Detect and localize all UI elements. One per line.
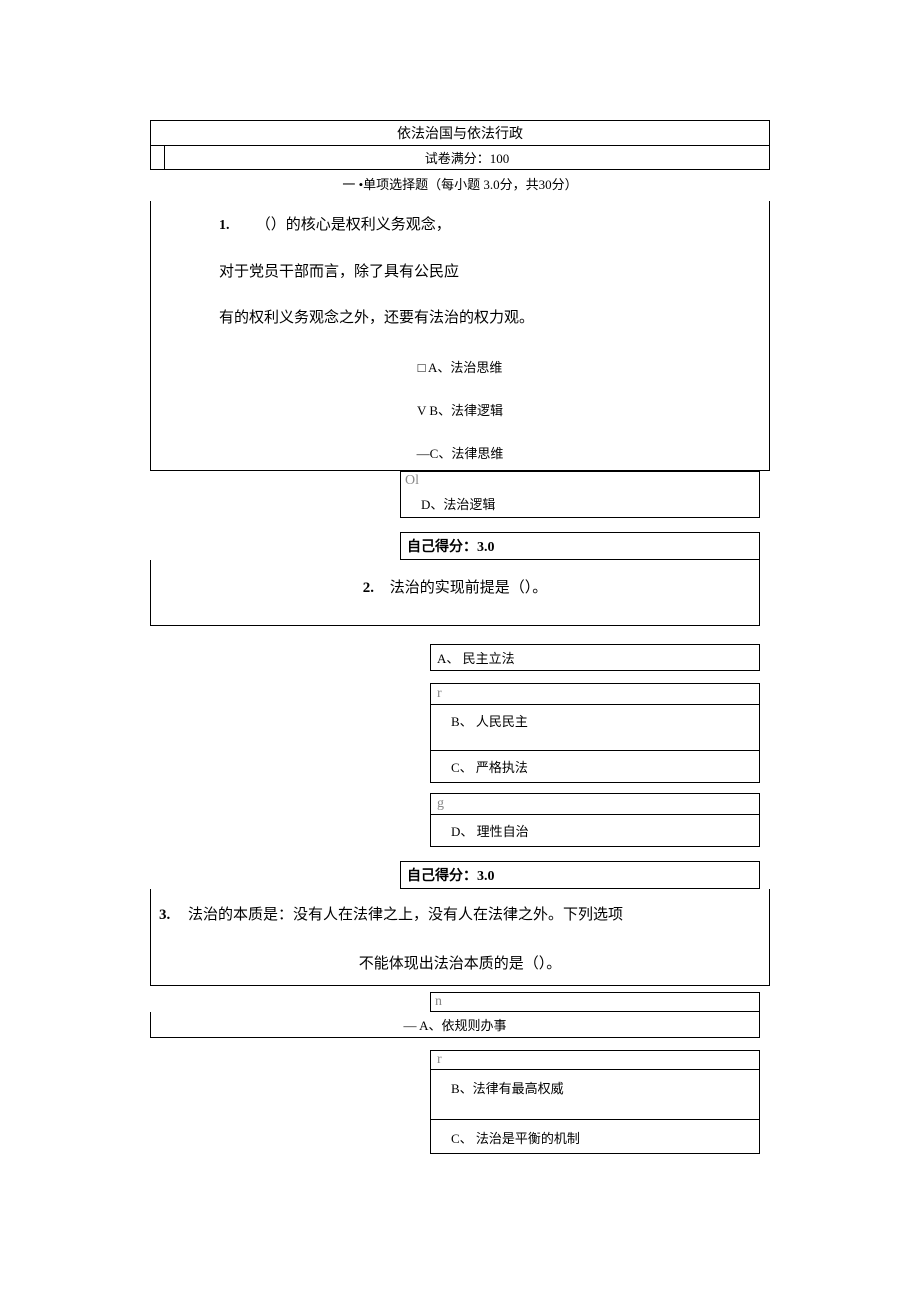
q1-text1: （）的核心是权利义务观念，: [256, 217, 451, 233]
q1-number: 1.: [219, 218, 230, 233]
q1-option-d[interactable]: D、法治逻辑: [400, 490, 760, 518]
subtitle-row: 试卷满分：100: [150, 146, 770, 170]
subtitle-left-cell: [151, 146, 165, 169]
q2-option-a[interactable]: A、 民主立法: [430, 644, 760, 671]
q1-option-c[interactable]: —C、法律思维: [159, 443, 761, 462]
q2-block-d: g D、 理性自治: [430, 793, 760, 847]
q3-option-a[interactable]: — A、依规则办事: [150, 1012, 760, 1038]
q2-number: 2.: [363, 580, 374, 596]
q3-marker-r: r: [431, 1051, 759, 1070]
q1-option-a[interactable]: □ A、法治思维: [159, 357, 761, 376]
q2-option-c[interactable]: C、 严格执法: [431, 750, 759, 782]
q1-line2: 对于党员干部而言，除了具有公民应: [159, 258, 761, 287]
q1-score: 自己得分：3.0: [400, 532, 760, 560]
q2-question-text: 法治的实现前提是（）。: [390, 580, 548, 596]
q1-marker: Ol: [400, 471, 760, 490]
q3-marker-n: n: [430, 992, 760, 1012]
exam-title: 依法治国与依法行政: [150, 120, 770, 146]
q2-option-b[interactable]: B、 人民民主: [431, 705, 759, 750]
q2-marker-g: g: [431, 794, 759, 815]
q1-line1: 1. （）的核心是权利义务观念，: [159, 211, 761, 240]
q1-option-b[interactable]: V B、法律逻辑: [159, 400, 761, 419]
q3-block-bc: r B、法律有最高权威 C、 法治是平衡的机制: [430, 1050, 760, 1154]
q2-marker-r: r: [431, 684, 759, 705]
q3-line2: 不能体现出法治本质的是（）。: [159, 952, 761, 981]
question-3: 3. 法治的本质是：没有人在法律之上，没有人在法律之外。下列选项 不能体现出法治…: [150, 889, 770, 986]
q1-line3: 有的权利义务观念之外，还要有法治的权力观。: [159, 304, 761, 333]
q2-text: 2. 法治的实现前提是（）。: [151, 576, 759, 597]
q2-score: 自己得分：3.0: [400, 861, 760, 889]
q2-option-d[interactable]: D、 理性自治: [431, 815, 759, 846]
section-header: 一 •单项选择题（每小题 3.0分，共30分）: [150, 170, 770, 201]
q3-text1: 法治的本质是：没有人在法律之上，没有人在法律之外。下列选项: [188, 907, 623, 923]
q2-block-bc: r B、 人民民主 C、 严格执法: [430, 683, 760, 783]
exam-fullscore: 试卷满分：100: [165, 146, 769, 169]
q3-number: 3.: [159, 907, 170, 923]
question-1: 1. （）的核心是权利义务观念， 对于党员干部而言，除了具有公民应 有的权利义务…: [150, 201, 770, 471]
q3-line1: 3. 法治的本质是：没有人在法律之上，没有人在法律之外。下列选项: [159, 903, 761, 924]
q3-option-b[interactable]: B、法律有最高权威: [431, 1070, 759, 1119]
q3-option-c[interactable]: C、 法治是平衡的机制: [431, 1119, 759, 1153]
question-2-header: 2. 法治的实现前提是（）。: [150, 560, 760, 626]
